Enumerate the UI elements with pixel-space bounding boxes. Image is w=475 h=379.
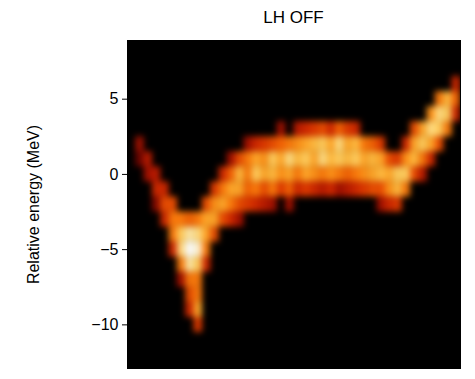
html-text:LH OFF: LH OFF <box>263 8 324 27</box>
svg-text:Relative energy (MeV): Relative energy (MeV) <box>25 125 42 284</box>
svg-text:5: 5 <box>110 90 119 107</box>
svg-text:−10: −10 <box>91 316 118 333</box>
svg-text:0: 0 <box>110 166 119 183</box>
svg-text:−5: −5 <box>100 241 118 258</box>
